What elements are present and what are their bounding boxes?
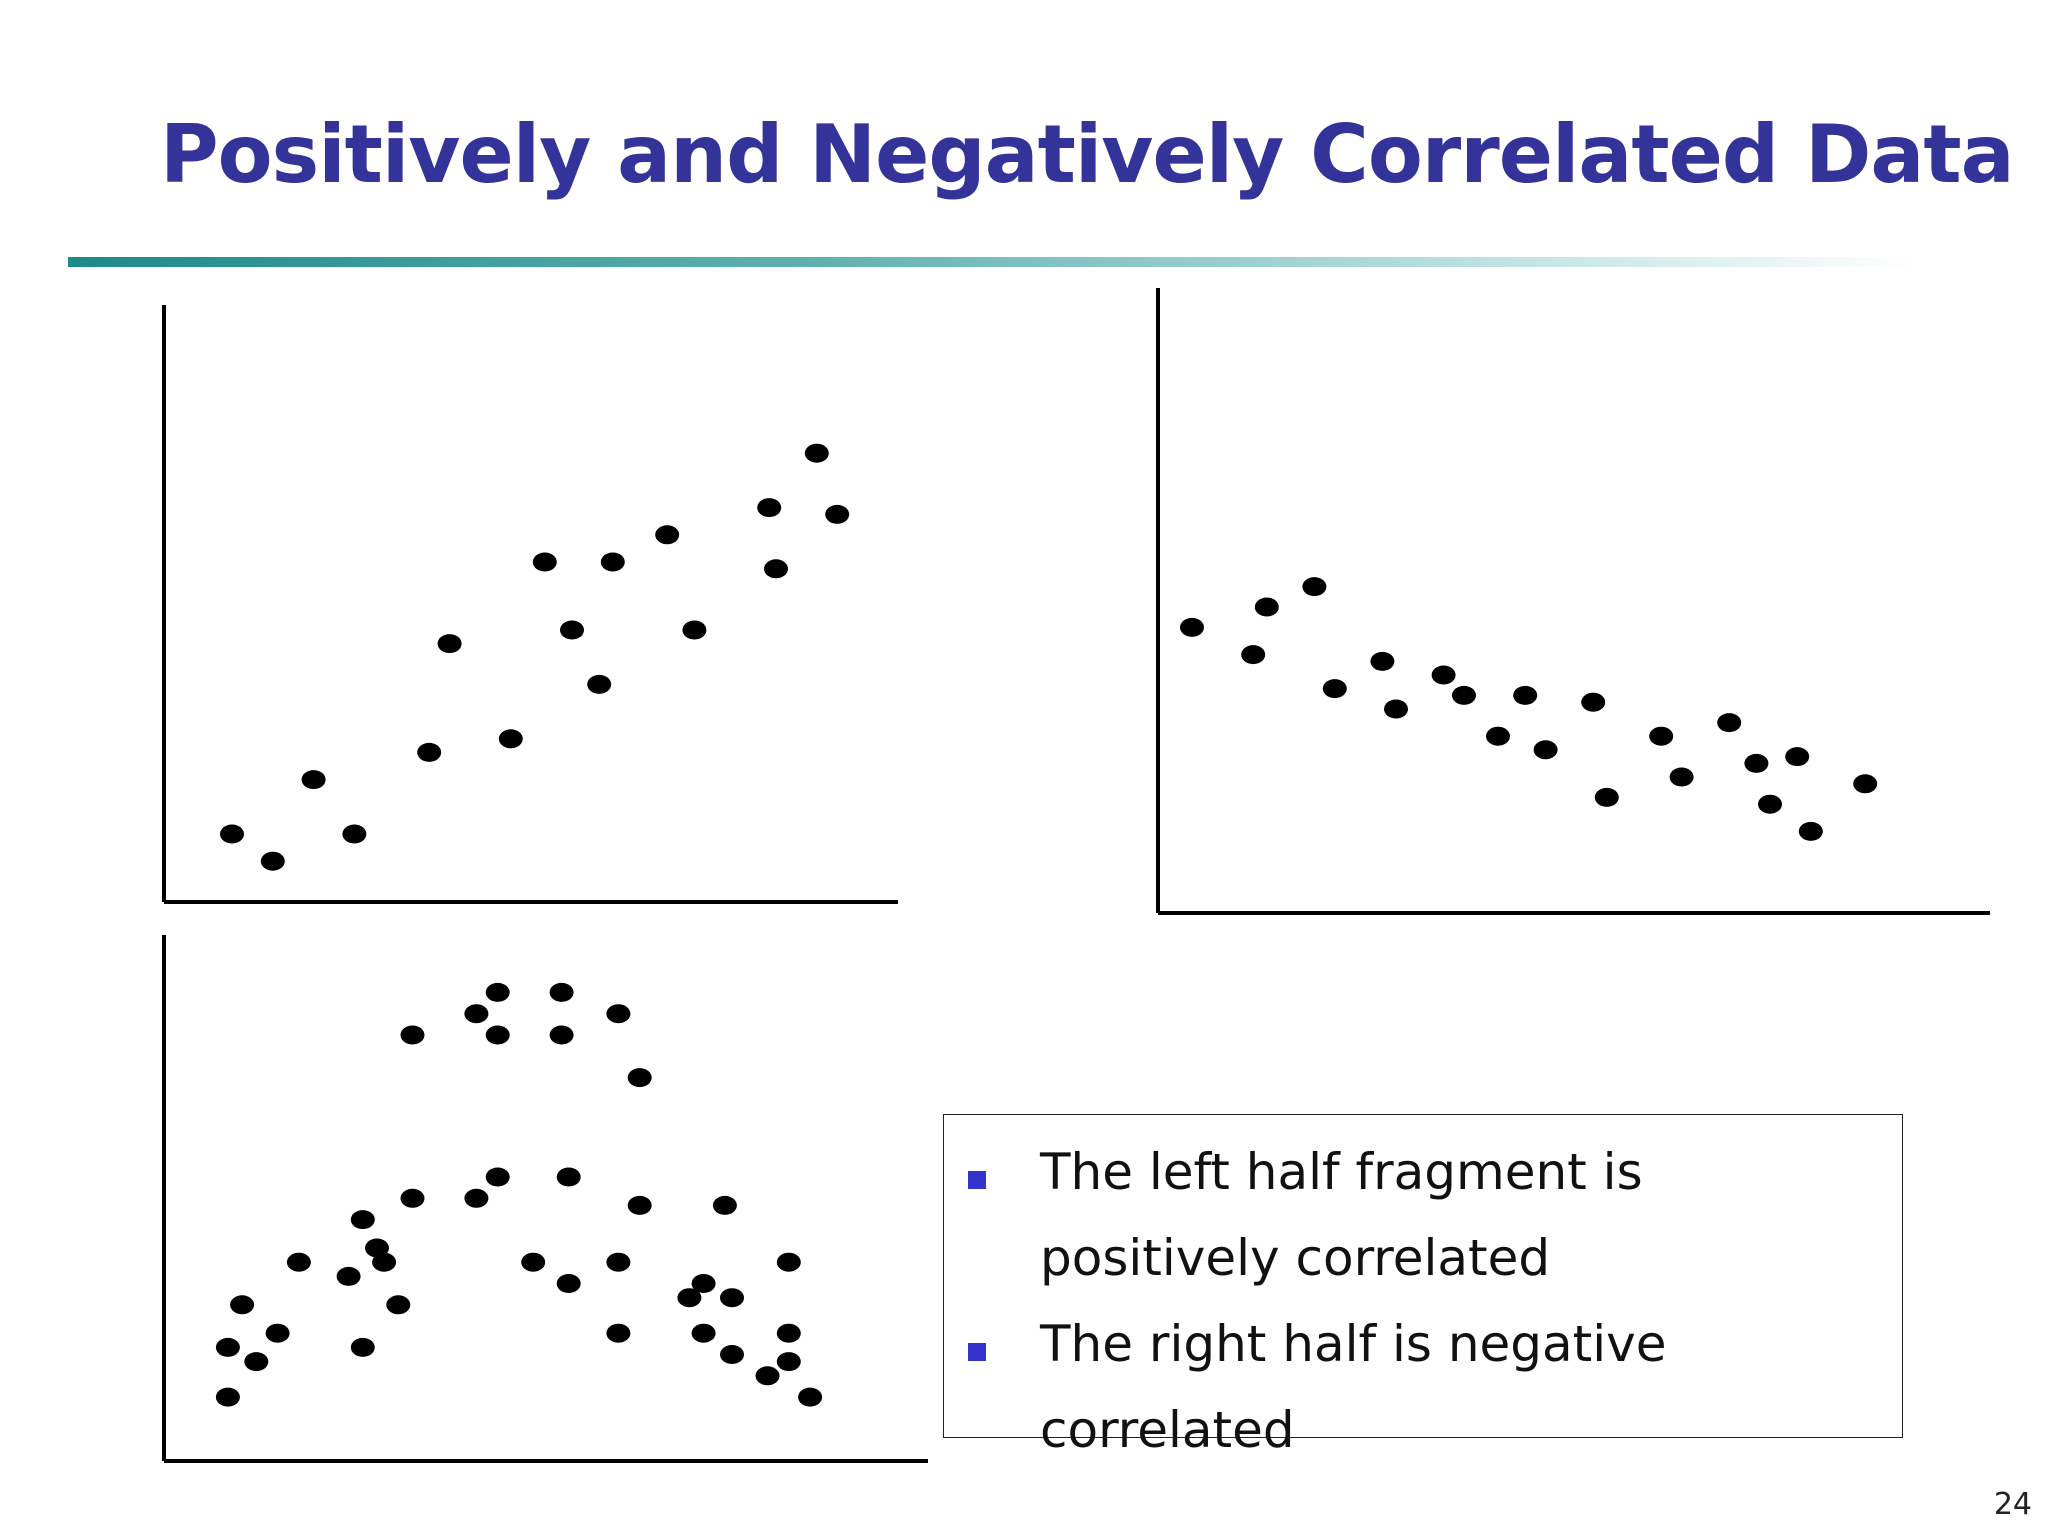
data-point bbox=[342, 824, 367, 844]
page-number: 24 bbox=[1993, 1487, 2032, 1522]
data-point bbox=[606, 1323, 631, 1343]
scatter-plot-positive bbox=[162, 305, 898, 904]
data-point bbox=[1649, 726, 1674, 746]
data-point bbox=[1533, 740, 1558, 760]
bullet-item: The left half fragment is positively cor… bbox=[968, 1129, 1872, 1301]
data-point bbox=[1581, 692, 1606, 712]
data-point bbox=[350, 1337, 375, 1357]
data-point bbox=[1853, 774, 1878, 794]
data-point bbox=[301, 770, 326, 790]
data-point bbox=[776, 1252, 801, 1272]
data-point bbox=[437, 634, 462, 654]
data-point bbox=[260, 851, 285, 871]
data-point bbox=[1594, 787, 1619, 807]
title-divider-line bbox=[68, 257, 1918, 267]
data-point bbox=[230, 1295, 255, 1315]
data-point bbox=[464, 1004, 489, 1024]
square-bullet-icon bbox=[968, 1343, 986, 1361]
data-point bbox=[336, 1266, 361, 1286]
data-point bbox=[757, 498, 782, 518]
scatter-plot-negative bbox=[1156, 288, 1990, 915]
data-point bbox=[1744, 753, 1769, 773]
square-bullet-icon bbox=[968, 1171, 986, 1189]
bullet-text: The right half is negative correlated bbox=[1040, 1315, 1667, 1459]
data-point bbox=[485, 982, 510, 1002]
data-point bbox=[215, 1337, 240, 1357]
data-point bbox=[600, 552, 625, 572]
data-point bbox=[606, 1004, 631, 1024]
slide-title: Positively and Negatively Correlated Dat… bbox=[160, 108, 2015, 201]
data-point bbox=[286, 1252, 311, 1272]
data-point bbox=[485, 1167, 510, 1187]
data-point bbox=[798, 1387, 823, 1407]
data-point bbox=[655, 525, 680, 545]
data-point bbox=[1322, 679, 1347, 699]
data-point bbox=[712, 1195, 737, 1215]
bullet-item: The right half is negative correlated bbox=[968, 1301, 1872, 1473]
data-point bbox=[1254, 597, 1279, 617]
data-point bbox=[560, 620, 584, 640]
data-point bbox=[1452, 685, 1476, 705]
data-point bbox=[682, 620, 707, 640]
data-point bbox=[532, 552, 557, 572]
data-point bbox=[606, 1252, 631, 1272]
data-point bbox=[1384, 699, 1408, 719]
data-point bbox=[372, 1252, 397, 1272]
data-point bbox=[556, 1167, 581, 1187]
data-point bbox=[691, 1274, 716, 1293]
data-point bbox=[1241, 645, 1266, 665]
data-point bbox=[1513, 685, 1538, 705]
data-point bbox=[587, 674, 612, 694]
data-point bbox=[755, 1366, 780, 1386]
data-point bbox=[1785, 747, 1810, 767]
data-point bbox=[764, 559, 788, 579]
data-point bbox=[677, 1288, 702, 1308]
data-point bbox=[265, 1323, 290, 1343]
data-point bbox=[1669, 767, 1694, 787]
scatter-plot-arch bbox=[162, 935, 928, 1463]
data-point bbox=[1370, 651, 1395, 671]
data-point bbox=[1798, 821, 1823, 841]
data-point bbox=[1717, 713, 1742, 733]
data-point bbox=[220, 824, 244, 844]
data-point bbox=[400, 1188, 425, 1208]
data-point bbox=[627, 1195, 652, 1215]
data-point bbox=[1758, 794, 1782, 814]
data-point bbox=[691, 1323, 716, 1343]
data-point bbox=[386, 1295, 411, 1315]
data-point bbox=[825, 504, 850, 524]
data-point bbox=[400, 1025, 425, 1045]
data-point bbox=[417, 742, 442, 762]
data-point bbox=[556, 1274, 581, 1293]
data-point bbox=[215, 1387, 240, 1407]
data-point bbox=[498, 729, 523, 749]
data-point bbox=[804, 443, 829, 463]
data-point bbox=[244, 1352, 269, 1372]
data-point bbox=[464, 1188, 489, 1208]
data-point bbox=[720, 1345, 744, 1364]
data-point bbox=[1180, 617, 1204, 637]
data-point bbox=[1486, 726, 1510, 746]
data-point bbox=[350, 1210, 375, 1230]
data-point bbox=[1431, 665, 1456, 685]
data-point bbox=[549, 1025, 574, 1045]
data-point bbox=[485, 1025, 510, 1045]
explanation-textbox: The left half fragment is positively cor… bbox=[943, 1114, 1903, 1459]
data-point bbox=[776, 1323, 801, 1343]
data-point bbox=[521, 1252, 546, 1272]
data-point bbox=[549, 982, 574, 1002]
bullet-text: The left half fragment is positively cor… bbox=[1040, 1143, 1643, 1287]
data-point bbox=[1302, 577, 1327, 597]
data-point bbox=[627, 1068, 652, 1088]
data-point bbox=[720, 1288, 744, 1308]
data-point bbox=[776, 1352, 801, 1372]
